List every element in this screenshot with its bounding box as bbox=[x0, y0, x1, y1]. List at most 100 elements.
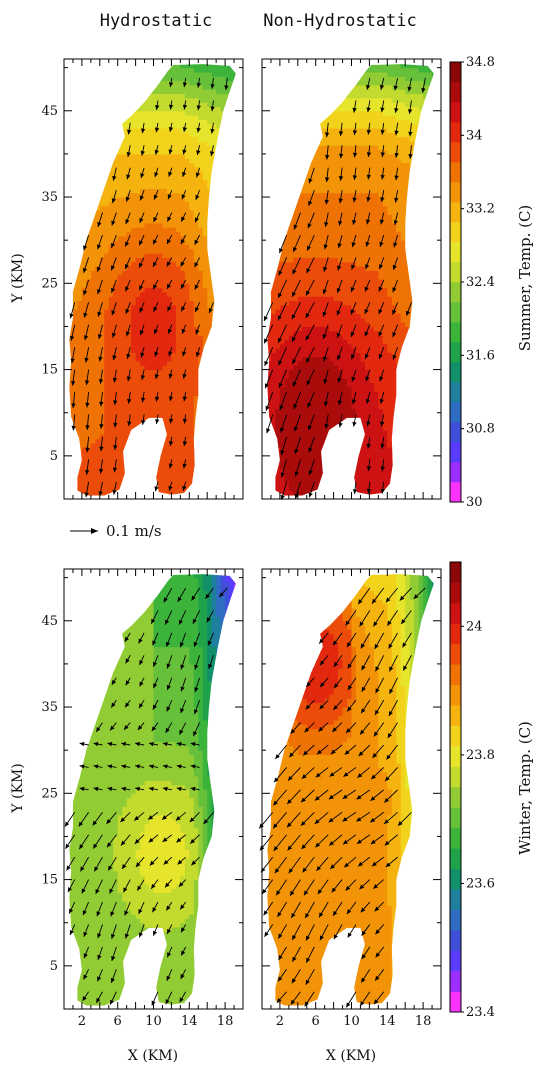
temperature-cell bbox=[117, 408, 123, 414]
temperature-cell bbox=[149, 274, 154, 280]
temperature-cell bbox=[184, 481, 190, 487]
temperature-cell bbox=[162, 145, 168, 151]
current-arrowhead bbox=[124, 264, 130, 270]
temperature-cell bbox=[126, 140, 132, 146]
temperature-cell bbox=[117, 421, 123, 427]
temperature-cell bbox=[162, 356, 168, 362]
temperature-cell bbox=[211, 89, 217, 95]
temperature-cell bbox=[297, 473, 303, 478]
temperature-cell bbox=[144, 201, 150, 207]
temperature-cell bbox=[122, 123, 128, 129]
temperature-cell bbox=[117, 222, 123, 228]
temperature-cell bbox=[122, 360, 128, 366]
temperature-cell bbox=[171, 425, 177, 431]
temperature-cell bbox=[135, 386, 141, 392]
temperature-cell bbox=[140, 300, 146, 306]
temperature-cell bbox=[144, 343, 150, 349]
temperature-cell bbox=[184, 326, 190, 332]
temperature-cell bbox=[108, 287, 114, 293]
temperature-cell bbox=[104, 455, 110, 461]
temperature-cell bbox=[140, 110, 146, 116]
current-arrowhead bbox=[182, 127, 187, 132]
temperature-cell bbox=[131, 119, 137, 125]
temperature-cell bbox=[189, 166, 195, 172]
temperature-cell bbox=[113, 330, 119, 336]
temperature-cell bbox=[189, 317, 195, 323]
current-arrowhead bbox=[195, 194, 200, 200]
temperature-cell bbox=[117, 391, 123, 396]
temperature-cell bbox=[162, 110, 168, 116]
temperature-cell bbox=[135, 417, 141, 422]
temperature-cell bbox=[193, 153, 199, 159]
temperature-cell bbox=[131, 326, 137, 332]
temperature-cell bbox=[162, 412, 168, 418]
temperature-cell bbox=[157, 356, 163, 362]
temperature-cell bbox=[198, 136, 204, 142]
temperature-cell bbox=[279, 490, 285, 496]
temperature-cell bbox=[193, 304, 199, 310]
temperature-cell bbox=[72, 348, 78, 353]
temperature-cell bbox=[135, 274, 141, 280]
temperature-cell bbox=[135, 279, 141, 284]
temperature-cell bbox=[306, 442, 312, 448]
temperature-cell bbox=[162, 227, 168, 233]
temperature-cell bbox=[122, 283, 128, 289]
temperature-cell bbox=[157, 231, 163, 237]
current-arrowhead bbox=[154, 486, 159, 492]
temperature-cell bbox=[202, 179, 208, 185]
temperature-cell bbox=[144, 222, 150, 228]
temperature-cell bbox=[184, 335, 190, 340]
temperature-cell bbox=[193, 188, 199, 194]
temperature-cell bbox=[104, 481, 110, 487]
temperature-cell bbox=[198, 257, 204, 263]
temperature-cell bbox=[166, 153, 172, 159]
temperature-cell bbox=[162, 365, 168, 371]
temperature-cell bbox=[175, 270, 181, 276]
temperature-cell bbox=[157, 460, 163, 465]
current-arrowhead bbox=[112, 175, 117, 181]
temperature-cell bbox=[175, 365, 181, 371]
temperature-cell bbox=[86, 369, 92, 375]
temperature-cell bbox=[202, 283, 208, 289]
temperature-cell bbox=[373, 473, 379, 478]
temperature-cell bbox=[279, 442, 285, 448]
temperature-cell bbox=[126, 248, 132, 254]
temperature-cell bbox=[202, 261, 208, 267]
temperature-cell bbox=[184, 97, 190, 103]
temperature-cell bbox=[108, 360, 114, 366]
temperature-cell bbox=[355, 464, 361, 470]
temperature-cell bbox=[162, 132, 168, 138]
temperature-cell bbox=[86, 335, 92, 340]
temperature-cell bbox=[77, 266, 83, 271]
temperature-cell bbox=[77, 395, 83, 401]
temperature-cell bbox=[99, 214, 105, 220]
temperature-cell bbox=[162, 343, 168, 349]
temperature-cell bbox=[202, 257, 208, 263]
temperature-cell bbox=[117, 197, 123, 202]
temperature-cell bbox=[184, 261, 190, 267]
temperature-cell bbox=[193, 365, 199, 371]
temperature-cell bbox=[202, 89, 208, 95]
temperature-cell bbox=[135, 201, 141, 207]
temperature-cell bbox=[153, 201, 159, 207]
temperature-cell bbox=[189, 257, 195, 263]
temperature-cell bbox=[302, 451, 308, 457]
temperature-cell bbox=[149, 326, 154, 332]
temperature-cell bbox=[90, 261, 96, 267]
temperature-cell bbox=[135, 253, 141, 258]
temperature-cell bbox=[171, 240, 177, 245]
temperature-cell bbox=[382, 451, 388, 457]
temperature-cell bbox=[149, 231, 154, 237]
temperature-cell bbox=[171, 102, 177, 107]
temperature-cell bbox=[95, 438, 101, 444]
temperature-cell bbox=[166, 369, 172, 375]
temperature-cell bbox=[166, 477, 172, 483]
temperature-cell bbox=[126, 197, 132, 202]
temperature-cell bbox=[202, 313, 208, 319]
temperature-cell bbox=[364, 447, 370, 453]
temperature-cell bbox=[189, 304, 195, 310]
temperature-cell bbox=[108, 279, 114, 284]
temperature-cell bbox=[189, 330, 195, 336]
temperature-cell bbox=[90, 274, 96, 280]
current-arrowhead bbox=[125, 196, 130, 202]
